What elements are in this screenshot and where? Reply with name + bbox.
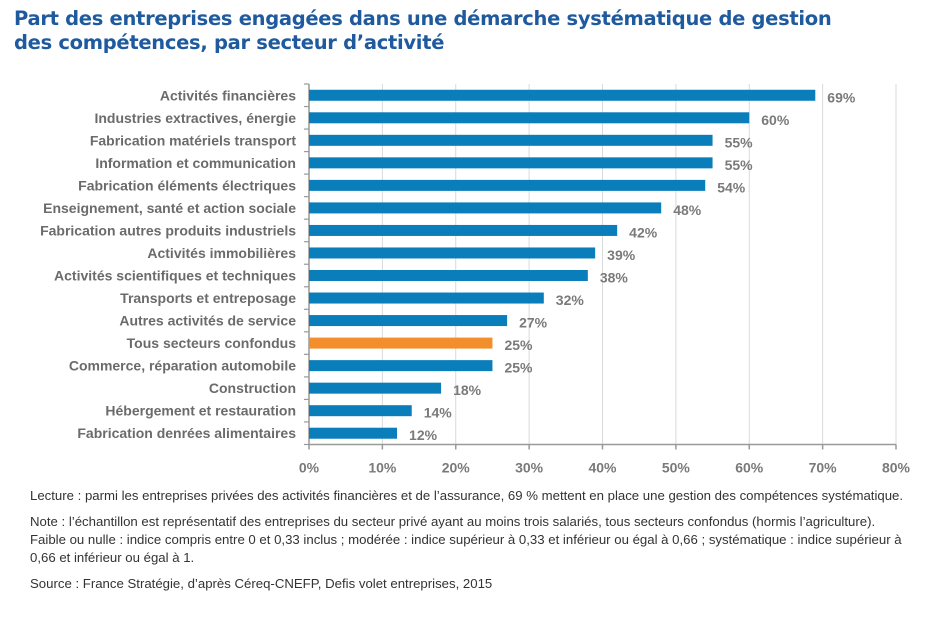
bar xyxy=(309,247,596,259)
value-label: 12% xyxy=(409,427,438,443)
x-tick-label: 60% xyxy=(735,459,764,475)
value-label: 39% xyxy=(607,247,636,263)
category-label: Autres activités de service xyxy=(119,313,296,329)
bar xyxy=(309,89,816,101)
category-label: Hébergement et restauration xyxy=(105,403,296,419)
x-tick-label: 50% xyxy=(662,459,691,475)
value-label: 25% xyxy=(504,337,533,353)
category-label: Information et communication xyxy=(95,155,296,171)
x-tick-label: 30% xyxy=(515,459,544,475)
x-tick-label: 70% xyxy=(809,459,838,475)
category-label: Industries extractives, énergie xyxy=(94,110,296,126)
bar-chart: 0% 10% 20% 30% 40% 50% 60% 70% 80% Activités fina… xyxy=(40,83,911,475)
methodology-note: Note : l’échantillon est représentatif d… xyxy=(30,514,902,565)
x-tick-label: 0% xyxy=(299,459,320,475)
category-label: Activités financières xyxy=(160,87,296,103)
bar xyxy=(309,112,750,124)
chart-title: Part des entreprises engagées dans une d… xyxy=(14,7,914,55)
bar xyxy=(309,337,493,349)
x-tick-label: 40% xyxy=(588,459,617,475)
value-label: 60% xyxy=(761,112,790,128)
category-label: Activités immobilières xyxy=(147,245,296,261)
category-label: Transports et entreposage xyxy=(120,290,296,306)
bar xyxy=(309,405,412,417)
category-label: Commerce, réparation automobile xyxy=(69,358,296,374)
chart-notes: Lecture : parmi les entreprises privées … xyxy=(30,487,910,601)
category-label: Activités scientifiques et techniques xyxy=(54,268,296,284)
category-label: Fabrication autres produits industriels xyxy=(40,222,296,238)
title-line-1: Part des entreprises engagées dans une d… xyxy=(14,7,832,30)
category-label: Enseignement, santé et action sociale xyxy=(43,200,296,216)
lecture-note: Lecture : parmi les entreprises privées … xyxy=(30,488,904,503)
value-label: 54% xyxy=(717,179,746,195)
bar xyxy=(309,179,706,191)
bar xyxy=(309,427,398,439)
bar xyxy=(309,315,508,327)
bar xyxy=(309,360,493,372)
category-label: Tous secteurs confondus xyxy=(127,335,297,351)
value-label: 27% xyxy=(519,315,548,331)
value-label: 55% xyxy=(725,134,754,150)
value-label: 42% xyxy=(629,224,658,240)
title-line-2: des compétences, par secteur d’activité xyxy=(14,31,445,54)
value-label: 69% xyxy=(827,89,856,105)
category-label: Fabrication éléments électriques xyxy=(78,177,296,193)
bar xyxy=(309,224,618,236)
value-label: 48% xyxy=(673,202,702,218)
value-label: 14% xyxy=(424,405,453,421)
bar xyxy=(309,292,544,304)
bar xyxy=(309,202,662,214)
value-label: 18% xyxy=(453,382,482,398)
x-tick-label: 10% xyxy=(368,459,397,475)
x-tick-label: 80% xyxy=(882,459,911,475)
category-label: Construction xyxy=(209,380,296,396)
category-label: Fabrication matériels transport xyxy=(90,132,297,148)
bar xyxy=(309,382,442,394)
value-label: 32% xyxy=(556,292,585,308)
category-label: Fabrication denrées alimentaires xyxy=(77,425,296,441)
value-label: 25% xyxy=(504,360,533,376)
value-label: 55% xyxy=(725,157,754,173)
value-label: 38% xyxy=(600,270,629,286)
bar xyxy=(309,270,588,282)
bar xyxy=(309,134,713,146)
x-tick-label: 20% xyxy=(442,459,471,475)
bar xyxy=(309,157,713,169)
source-note: Source : France Stratégie, d’après Céreq… xyxy=(30,576,493,591)
